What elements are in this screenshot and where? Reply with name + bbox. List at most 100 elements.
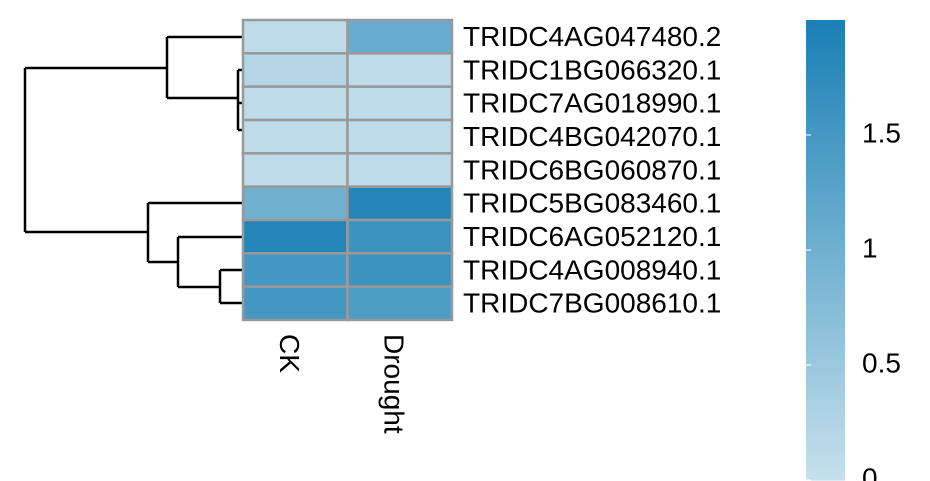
colorbar-strip	[806, 69, 845, 75]
colorbar-strip	[806, 138, 845, 144]
colorbar-strip	[806, 89, 845, 94]
colorbar-strip	[806, 158, 845, 163]
colorbar-strip	[806, 476, 845, 481]
colorbar-strip	[806, 345, 845, 351]
colorbar-strip	[806, 161, 845, 167]
colorbar-strip	[806, 441, 845, 447]
colorbar-strip	[806, 77, 845, 82]
colorbar-tick-label: 0	[862, 462, 878, 481]
colorbar-strip	[806, 204, 845, 209]
colorbar-strip	[806, 188, 845, 194]
colorbar-strip	[806, 192, 845, 197]
heatmap-cell	[346, 85, 454, 122]
colorbar-strip	[806, 288, 845, 293]
colorbar-strip	[806, 227, 845, 232]
colorbar-strip	[806, 342, 845, 347]
colorbar-strip	[806, 115, 845, 121]
colorbar-strip	[806, 223, 845, 228]
row-label: TRIDC7BG008610.1	[463, 288, 721, 319]
colorbar-strip	[806, 460, 845, 466]
colorbar-strip	[806, 85, 845, 90]
colorbar-strip	[806, 31, 845, 36]
colorbar-strip	[806, 250, 845, 255]
colorbar-strip	[806, 112, 845, 117]
colorbar-strip	[806, 43, 845, 48]
colorbar-strip	[806, 357, 845, 362]
colorbar-strip	[806, 403, 845, 408]
colorbar-strip	[806, 391, 845, 397]
colorbar-strip	[806, 407, 845, 412]
colorbar-strip	[806, 349, 845, 355]
colorbar-strip	[806, 411, 845, 416]
colorbar-strip	[806, 299, 845, 305]
colorbar-strip	[806, 104, 845, 109]
colorbar-strip	[806, 361, 845, 366]
heatmap-cell	[346, 52, 454, 88]
colorbar-strip	[806, 372, 845, 378]
colorbar-strip	[806, 365, 845, 370]
colorbar-strip	[806, 35, 845, 40]
colorbar-strip	[806, 269, 845, 274]
row-label: TRIDC7AG018990.1	[463, 88, 721, 119]
colorbar-strip	[806, 184, 845, 190]
colorbar-strip	[806, 234, 845, 240]
row-label: TRIDC4AG047480.2	[463, 21, 721, 52]
colorbar-strip	[806, 326, 845, 332]
colorbar-strip	[806, 177, 845, 182]
colorbar-strip	[806, 338, 845, 343]
colorbar-strip	[806, 368, 845, 374]
colorbar-strip	[806, 207, 845, 213]
row-label: TRIDC5BG083460.1	[463, 188, 721, 219]
column-label: Drought	[378, 334, 409, 434]
colorbar-strip	[806, 334, 845, 339]
heatmap-cell	[346, 185, 454, 222]
colorbar-strip	[806, 196, 845, 201]
colorbar-strip	[806, 315, 845, 320]
colorbar-strip	[806, 66, 845, 71]
colorbar-strip	[806, 280, 845, 286]
heatmap-cell	[346, 18, 454, 55]
heatmap-cell	[241, 285, 349, 322]
colorbar-strip	[806, 123, 845, 128]
row-label: TRIDC6BG060870.1	[463, 154, 721, 185]
row-label: TRIDC6AG052120.1	[463, 221, 721, 252]
colorbar-strip	[806, 108, 845, 113]
colorbar-strip	[806, 73, 845, 79]
colorbar-tick-label: 0.5	[862, 347, 901, 378]
colorbar-strip	[806, 261, 845, 266]
colorbar-strip	[806, 246, 845, 251]
colorbar-strip	[806, 322, 845, 328]
heatmap-cell	[241, 252, 349, 288]
colorbar-strip	[806, 430, 845, 435]
colorbar-strip	[806, 146, 845, 151]
colorbar-strip	[806, 230, 845, 236]
colorbar-strip	[806, 276, 845, 282]
colorbar-strip	[806, 257, 845, 263]
colorbar-strip	[806, 200, 845, 205]
colorbar-strip	[806, 169, 845, 174]
colorbar-strip	[806, 472, 845, 477]
colorbar-tick-label: 1	[862, 232, 878, 263]
colorbar-strip	[806, 154, 845, 159]
colorbar-strip	[806, 20, 845, 25]
colorbar-strip	[806, 92, 845, 98]
colorbar-strip	[806, 395, 845, 401]
colorbar-strip	[806, 27, 845, 33]
colorbar-strip	[806, 445, 845, 450]
colorbar-strip	[806, 119, 845, 125]
colorbar-strip	[806, 303, 845, 309]
colorbar-strip	[806, 127, 845, 132]
colorbar-strip	[806, 311, 845, 316]
colorbar-strip	[806, 284, 845, 289]
heatmap-cell	[241, 52, 349, 88]
colorbar-strip	[806, 211, 845, 217]
heatmap-cell	[241, 18, 349, 55]
colorbar-strip	[806, 388, 845, 393]
column-label: CK	[274, 334, 305, 373]
colorbar-strip	[806, 296, 845, 301]
colorbar-strip	[806, 292, 845, 297]
row-label: TRIDC4AG008940.1	[463, 254, 721, 285]
colorbar-strip	[806, 219, 845, 224]
colorbar-strip	[806, 181, 845, 186]
